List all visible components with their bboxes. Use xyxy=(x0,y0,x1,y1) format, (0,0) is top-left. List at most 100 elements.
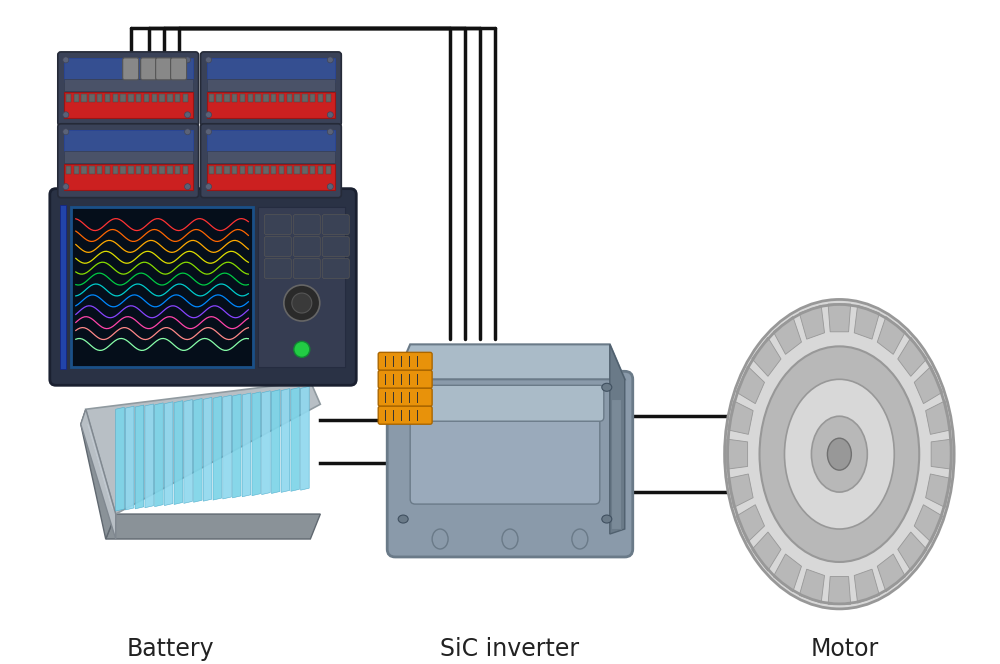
Bar xyxy=(74,94,79,102)
Bar xyxy=(255,166,261,174)
Bar xyxy=(224,94,230,102)
Bar xyxy=(294,166,300,174)
Bar xyxy=(128,166,134,174)
Ellipse shape xyxy=(63,57,69,63)
Polygon shape xyxy=(736,505,765,542)
Bar xyxy=(64,92,193,118)
Bar xyxy=(216,94,222,102)
FancyBboxPatch shape xyxy=(406,385,604,421)
FancyBboxPatch shape xyxy=(264,258,291,278)
Polygon shape xyxy=(213,396,222,500)
Bar xyxy=(318,166,323,174)
Bar xyxy=(611,399,621,529)
FancyBboxPatch shape xyxy=(293,214,320,234)
Bar xyxy=(175,94,180,102)
Bar xyxy=(167,94,173,102)
Polygon shape xyxy=(898,532,927,571)
Bar xyxy=(71,207,253,367)
Bar xyxy=(81,166,87,174)
Ellipse shape xyxy=(760,347,919,562)
Bar xyxy=(263,166,269,174)
Ellipse shape xyxy=(185,57,191,63)
Bar xyxy=(318,94,323,102)
Polygon shape xyxy=(773,317,801,355)
Ellipse shape xyxy=(398,383,408,391)
Ellipse shape xyxy=(572,529,588,549)
Bar xyxy=(232,166,237,174)
Polygon shape xyxy=(106,514,320,539)
Ellipse shape xyxy=(602,515,612,523)
Bar xyxy=(240,94,245,102)
Polygon shape xyxy=(252,392,261,496)
Ellipse shape xyxy=(63,129,69,135)
Bar xyxy=(207,164,335,190)
Bar xyxy=(97,166,102,174)
Ellipse shape xyxy=(185,112,191,118)
Polygon shape xyxy=(773,554,801,592)
Ellipse shape xyxy=(432,529,448,549)
Polygon shape xyxy=(854,569,879,603)
Bar xyxy=(326,166,331,174)
Polygon shape xyxy=(135,405,144,509)
Text: SiC inverter: SiC inverter xyxy=(440,637,580,661)
Bar xyxy=(64,78,193,91)
Bar xyxy=(89,94,95,102)
Bar xyxy=(64,164,193,190)
FancyBboxPatch shape xyxy=(58,124,199,198)
FancyBboxPatch shape xyxy=(50,189,356,385)
Ellipse shape xyxy=(294,341,310,357)
Bar xyxy=(271,166,276,174)
Ellipse shape xyxy=(206,112,212,118)
Bar xyxy=(105,166,110,174)
Polygon shape xyxy=(736,366,765,404)
Polygon shape xyxy=(828,576,851,604)
Bar xyxy=(128,94,134,102)
Polygon shape xyxy=(184,400,192,503)
Polygon shape xyxy=(877,317,905,355)
Polygon shape xyxy=(232,394,241,498)
Ellipse shape xyxy=(206,129,212,135)
Ellipse shape xyxy=(827,438,851,470)
Bar xyxy=(113,166,118,174)
Bar xyxy=(271,94,276,102)
FancyBboxPatch shape xyxy=(322,236,349,256)
FancyBboxPatch shape xyxy=(293,236,320,256)
FancyBboxPatch shape xyxy=(378,353,432,371)
Bar xyxy=(209,166,214,174)
FancyBboxPatch shape xyxy=(156,58,172,80)
FancyBboxPatch shape xyxy=(378,371,432,388)
Polygon shape xyxy=(926,474,951,507)
Polygon shape xyxy=(877,554,905,592)
Ellipse shape xyxy=(502,529,518,549)
Polygon shape xyxy=(828,304,851,332)
Bar xyxy=(183,94,188,102)
Ellipse shape xyxy=(327,129,333,135)
Bar xyxy=(144,166,149,174)
Bar xyxy=(136,94,141,102)
Polygon shape xyxy=(799,305,825,339)
Bar xyxy=(81,94,87,102)
Bar xyxy=(279,94,284,102)
Ellipse shape xyxy=(185,184,191,190)
FancyBboxPatch shape xyxy=(201,52,341,125)
Bar xyxy=(152,166,157,174)
Bar xyxy=(209,94,214,102)
Bar xyxy=(159,166,165,174)
FancyBboxPatch shape xyxy=(171,58,187,80)
Bar xyxy=(120,166,126,174)
Polygon shape xyxy=(914,505,943,542)
Bar xyxy=(66,94,71,102)
Bar xyxy=(232,94,237,102)
Bar xyxy=(207,58,335,82)
Polygon shape xyxy=(898,337,927,376)
Bar xyxy=(207,78,335,91)
Polygon shape xyxy=(164,402,173,505)
Bar xyxy=(97,94,102,102)
Bar xyxy=(326,94,331,102)
Ellipse shape xyxy=(602,383,612,391)
Ellipse shape xyxy=(327,57,333,63)
Polygon shape xyxy=(203,397,212,501)
Ellipse shape xyxy=(784,379,894,529)
FancyBboxPatch shape xyxy=(141,58,157,80)
Bar xyxy=(71,207,253,367)
